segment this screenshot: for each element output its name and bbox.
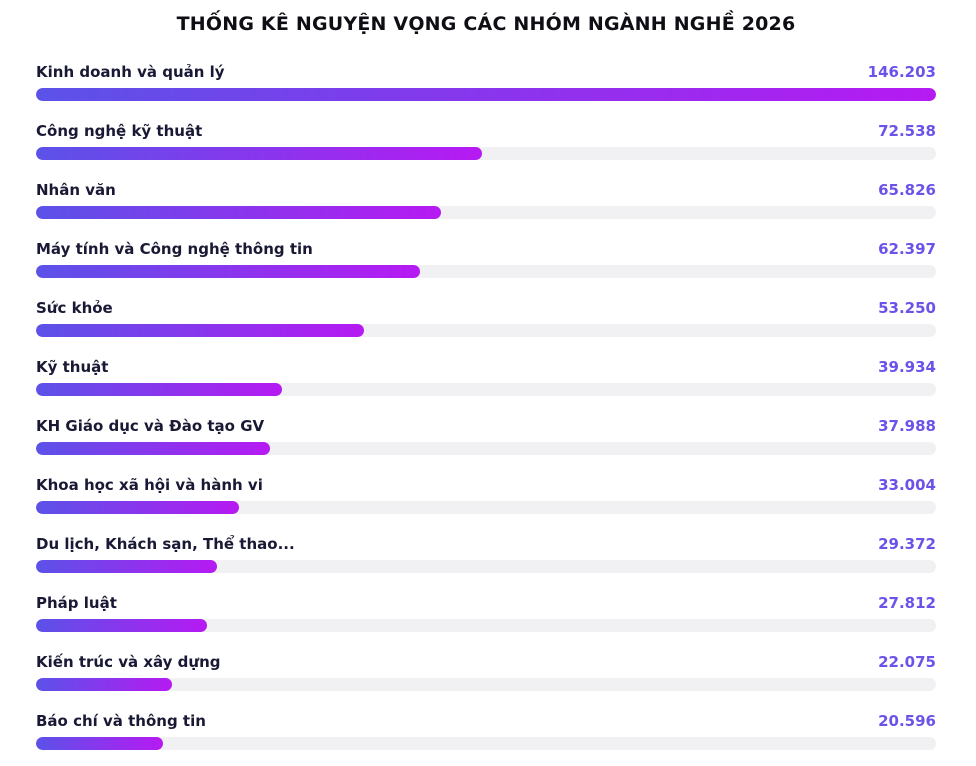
bar-fill (36, 383, 282, 396)
chart-title: THỐNG KÊ NGUYỆN VỌNG CÁC NHÓM NGÀNH NGHỀ… (176, 13, 796, 35)
category-label: Công nghệ kỹ thuật (36, 122, 203, 140)
bar-fill (36, 678, 172, 691)
chart-row-header: Khoa học xã hội và hành vi 33.004 (36, 476, 936, 495)
bar-fill (36, 737, 163, 750)
bar-track (36, 265, 936, 278)
chart-row: Nhân văn 65.826 (36, 181, 936, 219)
category-label: KH Giáo dục và Đào tạo GV (36, 417, 265, 435)
chart-row-header: Kinh doanh và quản lý 146.203 (36, 63, 936, 82)
chart-row: Pháp luật 27.812 (36, 594, 936, 632)
bar-fill (36, 88, 936, 101)
value-label: 27.812 (878, 594, 936, 612)
chart-row-header: Sức khỏe 53.250 (36, 299, 936, 318)
chart-row-header: Máy tính và Công nghệ thông tin 62.397 (36, 240, 936, 259)
chart-row: Công nghệ kỹ thuật 72.538 (36, 122, 936, 160)
bar-track (36, 88, 936, 101)
category-label: Nhân văn (36, 181, 116, 199)
bar-track (36, 678, 936, 691)
value-label: 65.826 (878, 181, 936, 199)
chart-row: Máy tính và Công nghệ thông tin 62.397 (36, 240, 936, 278)
category-label: Sức khỏe (36, 299, 113, 317)
bar-track (36, 383, 936, 396)
chart-row-header: KH Giáo dục và Đào tạo GV 37.988 (36, 417, 936, 436)
bar-fill (36, 206, 442, 219)
bar-fill (36, 560, 217, 573)
chart-row: Kiến trúc và xây dựng 22.075 (36, 653, 936, 691)
category-label: Báo chí và thông tin (36, 712, 206, 730)
chart-row: Du lịch, Khách sạn, Thể thao... 29.372 (36, 535, 936, 573)
chart-row-header: Kiến trúc và xây dựng 22.075 (36, 653, 936, 672)
bar-track (36, 501, 936, 514)
chart-row: Kỹ thuật 39.934 (36, 358, 936, 396)
value-label: 146.203 (867, 63, 936, 81)
chart-row: Kinh doanh và quản lý 146.203 (36, 63, 936, 101)
category-label: Kỹ thuật (36, 358, 109, 376)
bar-fill (36, 619, 208, 632)
chart-row-header: Báo chí và thông tin 20.596 (36, 712, 936, 731)
chart-row-header: Nhân văn 65.826 (36, 181, 936, 200)
chart-row-header: Kỹ thuật 39.934 (36, 358, 936, 377)
bar-track (36, 324, 936, 337)
value-label: 29.372 (878, 535, 936, 553)
bar-fill (36, 324, 364, 337)
value-label: 62.397 (878, 240, 936, 258)
chart-row: Báo chí và thông tin 20.596 (36, 712, 936, 750)
bar-fill (36, 147, 483, 160)
bar-track (36, 560, 936, 573)
category-label: Du lịch, Khách sạn, Thể thao... (36, 535, 295, 553)
chart-row: KH Giáo dục và Đào tạo GV 37.988 (36, 417, 936, 455)
value-label: 33.004 (878, 476, 936, 494)
value-label: 22.075 (878, 653, 936, 671)
chart-row-header: Công nghệ kỹ thuật 72.538 (36, 122, 936, 141)
bar-chart-rows: Kinh doanh và quản lý 146.203 Công nghệ … (36, 63, 936, 750)
category-label: Kinh doanh và quản lý (36, 63, 225, 81)
bar-fill (36, 442, 270, 455)
category-label: Pháp luật (36, 594, 117, 612)
bar-track (36, 206, 936, 219)
value-label: 72.538 (878, 122, 936, 140)
bar-fill (36, 501, 240, 514)
chart-row: Khoa học xã hội và hành vi 33.004 (36, 476, 936, 514)
value-label: 39.934 (878, 358, 936, 376)
value-label: 37.988 (878, 417, 936, 435)
value-label: 20.596 (878, 712, 936, 730)
category-label: Khoa học xã hội và hành vi (36, 476, 263, 494)
chart-row-header: Pháp luật 27.812 (36, 594, 936, 613)
bar-track (36, 147, 936, 160)
category-label: Máy tính và Công nghệ thông tin (36, 240, 313, 258)
bar-track (36, 442, 936, 455)
bar-track (36, 737, 936, 750)
category-label: Kiến trúc và xây dựng (36, 653, 221, 671)
chart-row: Sức khỏe 53.250 (36, 299, 936, 337)
value-label: 53.250 (878, 299, 936, 317)
chart-row-header: Du lịch, Khách sạn, Thể thao... 29.372 (36, 535, 936, 554)
bar-track (36, 619, 936, 632)
bar-fill (36, 265, 421, 278)
